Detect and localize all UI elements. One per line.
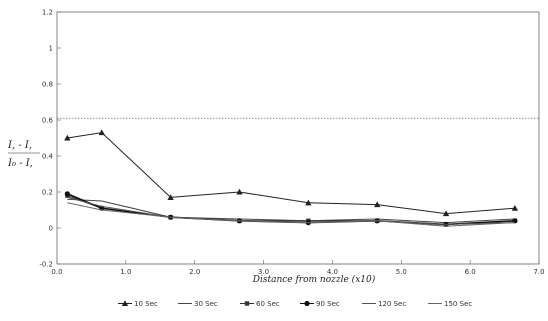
y-tick-label: 0.2 <box>42 189 53 197</box>
x-tick-label: 6.0 <box>465 268 476 276</box>
series-line <box>67 202 515 227</box>
plot-area <box>56 11 540 265</box>
legend-item: 10 Sec <box>118 300 158 308</box>
y-tick-label: 0.4 <box>42 153 54 161</box>
x-tick-label: 0.0 <box>51 268 62 276</box>
x-axis-label: Distance from nozzle (x10) <box>252 274 376 285</box>
data-point <box>512 218 518 224</box>
legend-item: 60 Sec <box>240 300 280 308</box>
legend-label: 30 Sec <box>194 300 218 308</box>
series-line <box>67 198 515 224</box>
legend-item: 90 Sec <box>300 300 340 308</box>
series-10-sec <box>64 129 519 217</box>
data-point <box>304 300 310 307</box>
legend-item: 120 Sec <box>362 300 406 308</box>
data-point <box>121 300 129 307</box>
data-point <box>511 205 519 211</box>
data-point <box>64 134 71 141</box>
y-axis-label-bottom: I₀ - I, <box>7 158 33 169</box>
y-tick-label: 0 <box>49 225 53 233</box>
y-tick-label: 1.2 <box>42 9 53 17</box>
y-axis-ticks: -0.2 0 0.2 0.4 0.6 0.8 1 1.2 <box>39 9 61 269</box>
data-point <box>442 210 450 217</box>
legend-label: 150 Sec <box>444 300 472 308</box>
data-point <box>305 199 312 206</box>
y-tick-label: -0.2 <box>39 261 53 269</box>
y-tick-label: 0.8 <box>42 81 53 89</box>
legend-label: 90 Sec <box>316 300 340 308</box>
legend-label: 120 Sec <box>378 300 406 308</box>
series-150-sec <box>67 202 515 227</box>
data-point <box>167 194 174 200</box>
data-point <box>373 201 381 208</box>
y-axis-label-top: I, - I, <box>7 140 32 151</box>
legend-label: 60 Sec <box>256 300 280 308</box>
series-layer <box>64 129 519 227</box>
data-point <box>64 191 70 197</box>
data-point <box>98 129 105 136</box>
x-axis-ticks: 0.0 1.0 2.0 3.0 4.0 5.0 6.0 7.0 <box>51 260 545 276</box>
legend-label: 10 Sec <box>134 300 158 308</box>
legend-item: 150 Sec <box>428 300 472 308</box>
data-point <box>236 188 243 195</box>
x-tick-label: 5.0 <box>396 268 407 276</box>
x-tick-label: 3.0 <box>258 268 269 276</box>
data-point <box>244 301 250 306</box>
series-90-sec <box>64 191 518 227</box>
x-tick-label: 1.0 <box>120 268 131 276</box>
y-axis-label: I, - I, I₀ - I, <box>7 140 40 169</box>
legend: 10 Sec 30 Sec 60 Sec 90 Sec 120 Sec 150 Sec <box>118 300 472 308</box>
y-tick-label: 0.6 <box>42 117 54 125</box>
x-tick-label: 4.0 <box>327 268 338 276</box>
x-tick-label: 2.0 <box>189 268 200 276</box>
legend-item: 30 Sec <box>178 300 218 308</box>
series-30-sec <box>67 198 515 224</box>
x-tick-label: 7.0 <box>533 268 544 276</box>
y-tick-label: 1 <box>49 45 53 53</box>
series-line <box>67 132 515 215</box>
